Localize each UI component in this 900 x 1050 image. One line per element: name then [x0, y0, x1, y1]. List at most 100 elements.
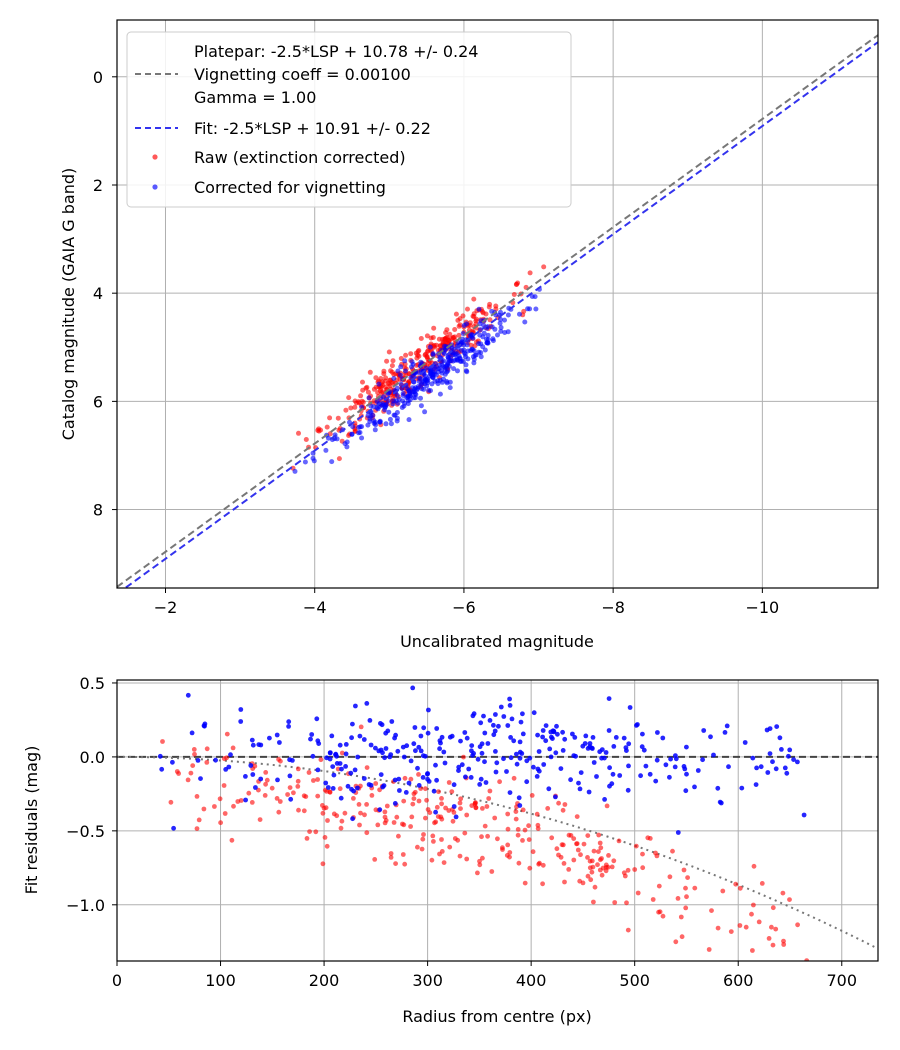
corrected-residual-point — [376, 748, 382, 754]
corrected-residual-point — [541, 762, 547, 767]
raw-residual-point — [269, 785, 275, 791]
raw-residual-point — [495, 836, 500, 842]
corrected-residual-point — [663, 762, 669, 768]
raw-residual-point — [441, 860, 447, 865]
corrected-residual-point — [331, 772, 337, 778]
corrected-point — [464, 342, 470, 348]
raw-residual-point — [420, 836, 426, 842]
raw-residual-point — [640, 865, 646, 871]
corrected-point — [402, 358, 408, 364]
raw-residual-point — [578, 852, 583, 858]
corrected-residual-point — [491, 732, 497, 738]
corrected-point — [455, 368, 460, 374]
corrected-point — [390, 401, 396, 407]
raw-residual-point — [174, 769, 180, 774]
corrected-residual-point — [667, 774, 672, 780]
corrected-residual-point — [308, 736, 313, 742]
corrected-point — [432, 365, 438, 371]
corrected-residual-point — [343, 742, 349, 747]
corrected-point — [444, 380, 450, 386]
raw-residual-point — [588, 877, 594, 883]
legend-raw-label: Raw (extinction corrected) — [194, 148, 406, 167]
bottom-x-tick-label: 500 — [619, 971, 650, 990]
corrected-residual-point — [406, 780, 412, 786]
raw-residual-point — [654, 853, 660, 859]
corrected-residual-point — [774, 724, 780, 729]
corrected-residual-point — [314, 716, 320, 722]
corrected-point — [386, 409, 392, 415]
raw-point — [456, 323, 462, 329]
corrected-point — [485, 340, 491, 346]
corrected-residual-point — [463, 774, 468, 780]
raw-residual-point — [461, 754, 466, 760]
raw-residual-point — [278, 758, 283, 764]
raw-residual-point — [194, 826, 200, 831]
raw-residual-point — [358, 810, 363, 816]
corrected-residual-point — [378, 772, 384, 777]
corrected-residual-point — [364, 701, 370, 706]
raw-residual-point — [192, 751, 197, 757]
corrected-residual-point — [562, 736, 568, 742]
corrected-residual-point — [397, 788, 402, 793]
corrected-residual-point — [380, 750, 385, 756]
raw-residual-point — [559, 842, 565, 848]
corrected-point — [476, 306, 482, 312]
raw-residual-point — [419, 846, 425, 852]
corrected-residual-point — [425, 771, 430, 777]
corrected-residual-point — [477, 744, 483, 750]
raw-residual-point — [737, 923, 743, 928]
corrected-point — [463, 362, 469, 368]
raw-residual-point — [529, 793, 535, 798]
raw-residual-point — [196, 817, 202, 823]
corrected-residual-point — [514, 761, 520, 767]
corrected-point — [426, 387, 432, 393]
raw-residual-point — [429, 857, 435, 863]
corrected-point — [416, 379, 422, 384]
corrected-residual-point — [753, 782, 759, 787]
raw-point — [493, 303, 499, 309]
corrected-point — [397, 372, 403, 378]
corrected-residual-point — [223, 767, 229, 772]
raw-residual-point — [598, 845, 604, 851]
corrected-residual-point — [534, 774, 540, 779]
bottom-y-tick-label: −0.5 — [66, 822, 105, 841]
corrected-residual-point — [286, 719, 292, 725]
top-y-tick-label: 6 — [93, 392, 103, 411]
corrected-point — [342, 441, 348, 447]
corrected-residual-point — [401, 754, 407, 760]
raw-residual-point — [486, 796, 492, 801]
raw-residual-point — [377, 787, 382, 793]
raw-residual-point — [505, 842, 511, 848]
raw-residual-point — [190, 763, 196, 768]
corrected-residual-point — [787, 747, 793, 753]
raw-point — [389, 363, 395, 369]
raw-residual-point — [633, 843, 639, 849]
raw-residual-point — [534, 811, 540, 817]
corrected-point — [529, 294, 535, 299]
corrected-residual-point — [275, 777, 280, 783]
corrected-residual-point — [517, 803, 523, 808]
corrected-point — [448, 358, 454, 364]
raw-residual-point — [408, 776, 414, 782]
corrected-residual-point — [786, 753, 791, 759]
corrected-residual-point — [546, 786, 552, 792]
corrected-point — [525, 306, 531, 312]
corrected-point — [437, 377, 443, 383]
corrected-residual-point — [754, 765, 759, 771]
raw-residual-point — [457, 853, 463, 859]
raw-residual-point — [515, 832, 521, 838]
top-tick-labels: −2 −4 −6 −8 −10 0 2 4 6 8 — [93, 68, 779, 617]
raw-residual-point — [587, 858, 593, 864]
corrected-residual-point — [385, 728, 391, 734]
corrected-residual-point — [607, 783, 612, 789]
raw-residual-point — [562, 802, 568, 807]
raw-residual-point — [339, 750, 345, 756]
raw-residual-point — [287, 785, 293, 790]
corrected-residual-point — [338, 795, 344, 801]
corrected-point — [387, 416, 393, 422]
corrected-residual-point — [373, 745, 378, 751]
corrected-residual-point — [498, 704, 504, 710]
raw-residual-point — [526, 823, 531, 829]
raw-residual-point — [446, 780, 452, 785]
